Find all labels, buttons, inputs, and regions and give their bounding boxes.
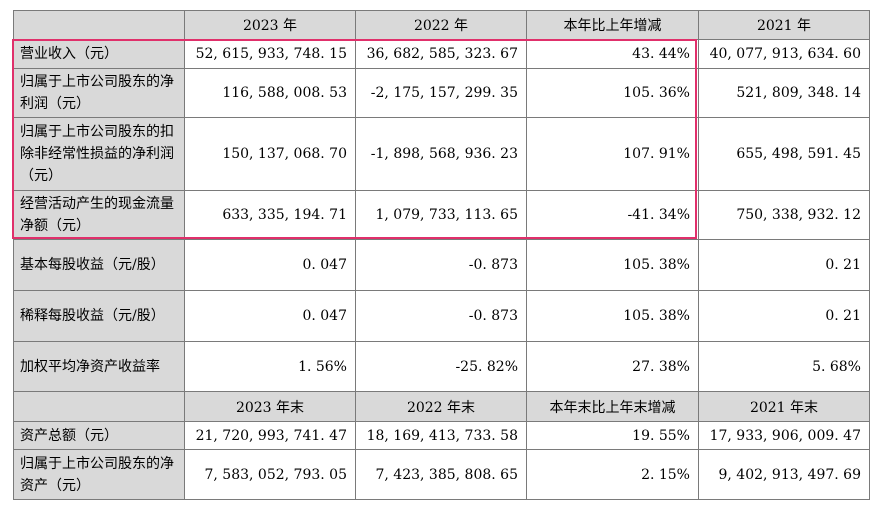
value-cell: 0. 047	[184, 239, 356, 291]
table-header-row: 2023 年 2022 年 本年比上年增减 2021 年	[13, 10, 870, 40]
table-header-row: 2023 年末 2022 年末 本年末比上年末增减 2021 年末	[13, 391, 870, 422]
value-cell: 2. 15%	[526, 449, 699, 500]
table-row: 归属于上市公司股东的扣除非经常性损益的净利润（元） 150, 137, 068.…	[13, 117, 870, 191]
value-cell: -0. 873	[355, 290, 527, 342]
row-label: 资产总额（元）	[13, 421, 185, 450]
value-cell: 18, 169, 413, 733. 58	[355, 421, 527, 450]
table-row: 归属于上市公司股东的净利润（元） 116, 588, 008. 53 -2, 1…	[13, 68, 870, 118]
value-cell: 0. 21	[698, 290, 870, 342]
financial-summary-table: 2023 年 2022 年 本年比上年增减 2021 年 营业收入（元） 52,…	[13, 10, 870, 500]
value-cell: 116, 588, 008. 53	[184, 68, 356, 118]
value-cell: -25. 82%	[355, 341, 527, 392]
row-label: 归属于上市公司股东的扣除非经常性损益的净利润（元）	[13, 117, 185, 191]
value-cell: 9, 402, 913, 497. 69	[698, 449, 870, 500]
value-cell: 750, 338, 932. 12	[698, 190, 870, 240]
value-cell: 107. 91%	[526, 117, 699, 191]
table-row: 加权平均净资产收益率 1. 56% -25. 82% 27. 38% 5. 68…	[13, 341, 870, 392]
value-cell: 5. 68%	[698, 341, 870, 392]
value-cell: 655, 498, 591. 45	[698, 117, 870, 191]
value-cell: 521, 809, 348. 14	[698, 68, 870, 118]
value-cell: 1, 079, 733, 113. 65	[355, 190, 527, 240]
value-cell: 0. 047	[184, 290, 356, 342]
row-label: 加权平均净资产收益率	[13, 341, 185, 392]
value-cell: 19. 55%	[526, 421, 699, 450]
row-label: 营业收入（元）	[13, 39, 185, 69]
header-cell: 2021 年	[698, 10, 870, 40]
value-cell: 0. 21	[698, 239, 870, 291]
header-cell: 本年末比上年末增减	[526, 391, 699, 422]
value-cell: 7, 583, 052, 793. 05	[184, 449, 356, 500]
header-cell: 2023 年	[184, 10, 356, 40]
header-cell: 2022 年	[355, 10, 527, 40]
row-label: 归属于上市公司股东的净资产（元）	[13, 449, 185, 500]
value-cell: -2, 175, 157, 299. 35	[355, 68, 527, 118]
value-cell: 1. 56%	[184, 341, 356, 392]
table-row: 基本每股收益（元/股） 0. 047 -0. 873 105. 38% 0. 2…	[13, 239, 870, 291]
value-cell: 633, 335, 194. 71	[184, 190, 356, 240]
value-cell: 105. 38%	[526, 290, 699, 342]
header-cell: 2021 年末	[698, 391, 870, 422]
header-cell: 2022 年末	[355, 391, 527, 422]
row-label: 基本每股收益（元/股）	[13, 239, 185, 291]
header-cell: 2023 年末	[184, 391, 356, 422]
value-cell: -41. 34%	[526, 190, 699, 240]
value-cell: 105. 36%	[526, 68, 699, 118]
value-cell: 36, 682, 585, 323. 67	[355, 39, 527, 69]
value-cell: -1, 898, 568, 936. 23	[355, 117, 527, 191]
value-cell: 17, 933, 906, 009. 47	[698, 421, 870, 450]
header-cell: 本年比上年增减	[526, 10, 699, 40]
table-row: 资产总额（元） 21, 720, 993, 741. 47 18, 169, 4…	[13, 421, 870, 450]
value-cell: 105. 38%	[526, 239, 699, 291]
value-cell: 21, 720, 993, 741. 47	[184, 421, 356, 450]
value-cell: 27. 38%	[526, 341, 699, 392]
table-row: 稀释每股收益（元/股） 0. 047 -0. 873 105. 38% 0. 2…	[13, 290, 870, 342]
value-cell: 52, 615, 933, 748. 15	[184, 39, 356, 69]
value-cell: 150, 137, 068. 70	[184, 117, 356, 191]
row-label: 经营活动产生的现金流量净额（元）	[13, 190, 185, 240]
table-row: 经营活动产生的现金流量净额（元） 633, 335, 194. 71 1, 07…	[13, 190, 870, 240]
header-cell	[13, 10, 185, 40]
value-cell: 7, 423, 385, 808. 65	[355, 449, 527, 500]
row-label: 归属于上市公司股东的净利润（元）	[13, 68, 185, 118]
table-row: 归属于上市公司股东的净资产（元） 7, 583, 052, 793. 05 7,…	[13, 449, 870, 500]
value-cell: 40, 077, 913, 634. 60	[698, 39, 870, 69]
value-cell: 43. 44%	[526, 39, 699, 69]
value-cell: -0. 873	[355, 239, 527, 291]
row-label: 稀释每股收益（元/股）	[13, 290, 185, 342]
header-cell	[13, 391, 185, 422]
table-row: 营业收入（元） 52, 615, 933, 748. 15 36, 682, 5…	[13, 39, 870, 69]
